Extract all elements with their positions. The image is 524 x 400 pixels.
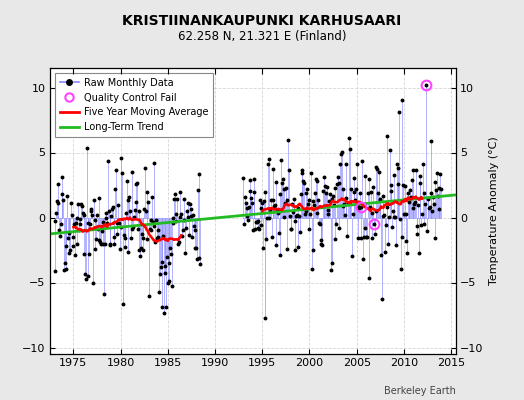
Text: Berkeley Earth: Berkeley Earth (384, 386, 456, 396)
Text: 62.258 N, 21.321 E (Finland): 62.258 N, 21.321 E (Finland) (178, 30, 346, 43)
Y-axis label: Temperature Anomaly (°C): Temperature Anomaly (°C) (489, 137, 499, 285)
Text: KRISTIINANKAUPUNKI KARHUSAARI: KRISTIINANKAUPUNKI KARHUSAARI (123, 14, 401, 28)
Legend: Raw Monthly Data, Quality Control Fail, Five Year Moving Average, Long-Term Tren: Raw Monthly Data, Quality Control Fail, … (54, 73, 213, 137)
